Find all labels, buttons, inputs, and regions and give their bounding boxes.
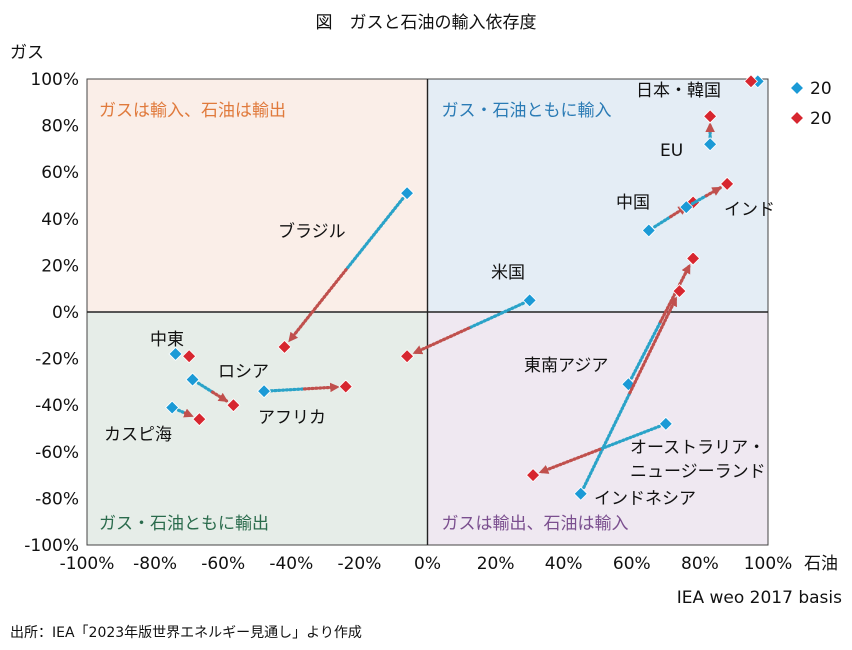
legend-marker — [789, 80, 805, 96]
legend-label: 20 — [810, 109, 832, 129]
x-axis-label: 石油 — [804, 554, 838, 574]
trend-arrow-start — [344, 197, 405, 272]
data-basis-note: IEA weo 2017 basis — [676, 588, 842, 608]
quadrant-label: ガスは輸出、石油は輸入 — [442, 514, 629, 534]
y-tick-label: 80% — [41, 117, 79, 137]
region-label: アフリカ — [258, 408, 326, 428]
y-tick-label: -80% — [35, 489, 79, 509]
y-tick-label: 100% — [30, 70, 79, 90]
trend-arrow-end — [210, 390, 229, 403]
x-tick-label: 0% — [414, 554, 441, 574]
y-tick-label: 40% — [41, 210, 79, 230]
trend-arrow-start — [629, 320, 663, 380]
trend-arrow-start — [690, 194, 708, 206]
source-note: 出所：IEA「2023年版世界エネルギー見通し」より作成 — [10, 625, 362, 641]
marker-to — [277, 339, 292, 355]
trend-arrow-end — [183, 408, 194, 418]
region-label: 中国 — [616, 193, 650, 213]
marker-from — [573, 486, 588, 501]
marker-to — [182, 349, 197, 364]
x-tick-label: 40% — [545, 554, 583, 574]
trend-arrow-end — [287, 268, 348, 343]
region-label: 中東 — [150, 330, 184, 350]
y-tick-label: 60% — [41, 163, 79, 183]
marker-to — [720, 176, 735, 191]
x-tick-label: -80% — [133, 554, 177, 574]
marker-to — [672, 283, 687, 299]
trend-arrow-start — [653, 215, 673, 229]
x-tick-label: 60% — [613, 554, 651, 574]
trend-arrow-end — [704, 186, 722, 198]
marker-from — [185, 372, 200, 387]
marker-to — [226, 398, 241, 413]
trend-arrow-end — [658, 263, 692, 324]
quadrant-label: ガス・石油ともに輸入 — [442, 101, 612, 121]
x-tick-label: -20% — [337, 554, 381, 574]
region-label: ブラジル — [278, 221, 346, 242]
region-label: インド — [724, 200, 775, 220]
marker-from — [703, 137, 718, 152]
marker-to — [338, 379, 353, 394]
y-tick-label: -100% — [24, 536, 79, 556]
marker-to — [686, 251, 701, 266]
marker-to — [743, 74, 759, 89]
trend-arrow-start — [196, 381, 215, 394]
y-tick-label: -60% — [35, 443, 79, 463]
x-tick-label: 80% — [681, 554, 719, 574]
quadrant-3 — [87, 312, 428, 545]
region-label: インドネシア — [594, 489, 696, 509]
marker-from — [522, 293, 537, 308]
trend-arrow-end — [628, 296, 678, 395]
x-tick-label: 100% — [744, 554, 793, 574]
quadrant-label: ガスは輸入、石油は輸出 — [99, 101, 286, 121]
quadrant-label: ガス・石油ともに輸出 — [99, 514, 269, 534]
trend-arrow-end — [538, 447, 602, 474]
marker-from — [658, 416, 673, 431]
marker-from — [165, 400, 180, 415]
trend-arrow-start — [269, 387, 307, 393]
trend-arrow-start — [467, 301, 525, 330]
marker-to — [400, 349, 415, 364]
marker-to — [703, 109, 718, 124]
y-tick-label: 0% — [52, 303, 79, 323]
region-label: 日本・韓国 — [636, 81, 721, 101]
x-tick-label: -100% — [60, 554, 115, 574]
y-tick-label: -40% — [35, 396, 79, 416]
marker-from — [679, 200, 694, 215]
region-label: カスピ海 — [104, 425, 172, 445]
quadrant-4 — [427, 312, 768, 545]
region-label: 米国 — [491, 263, 525, 283]
marker-to — [525, 468, 541, 483]
marker-to — [192, 412, 207, 427]
region-label: EU — [660, 141, 683, 161]
trend-arrow-end — [302, 382, 340, 393]
x-tick-label: 20% — [477, 554, 515, 574]
region-label-oceania: オーストラリア・ニュージーランド — [630, 438, 766, 482]
legend-marker — [789, 110, 805, 126]
y-axis-label: ガス — [10, 43, 44, 63]
x-tick-label: -60% — [201, 554, 245, 574]
y-tick-label: -20% — [35, 350, 79, 370]
legend-label: 20 — [810, 79, 832, 99]
y-tick-label: 20% — [41, 256, 79, 276]
marker-from — [641, 223, 656, 238]
trend-arrow-start — [582, 391, 632, 490]
marker-from — [400, 186, 415, 201]
marker-from — [256, 384, 272, 399]
quadrant-1 — [87, 79, 428, 312]
marker-from — [168, 346, 183, 362]
trend-arrow-end — [412, 326, 471, 355]
trend-arrow-start — [598, 424, 661, 451]
region-label: ロシア — [218, 362, 269, 382]
chart-title: 図 ガスと石油の輸入依存度 — [315, 13, 537, 33]
region-label: 東南アジア — [524, 356, 608, 376]
x-tick-label: -40% — [269, 554, 313, 574]
